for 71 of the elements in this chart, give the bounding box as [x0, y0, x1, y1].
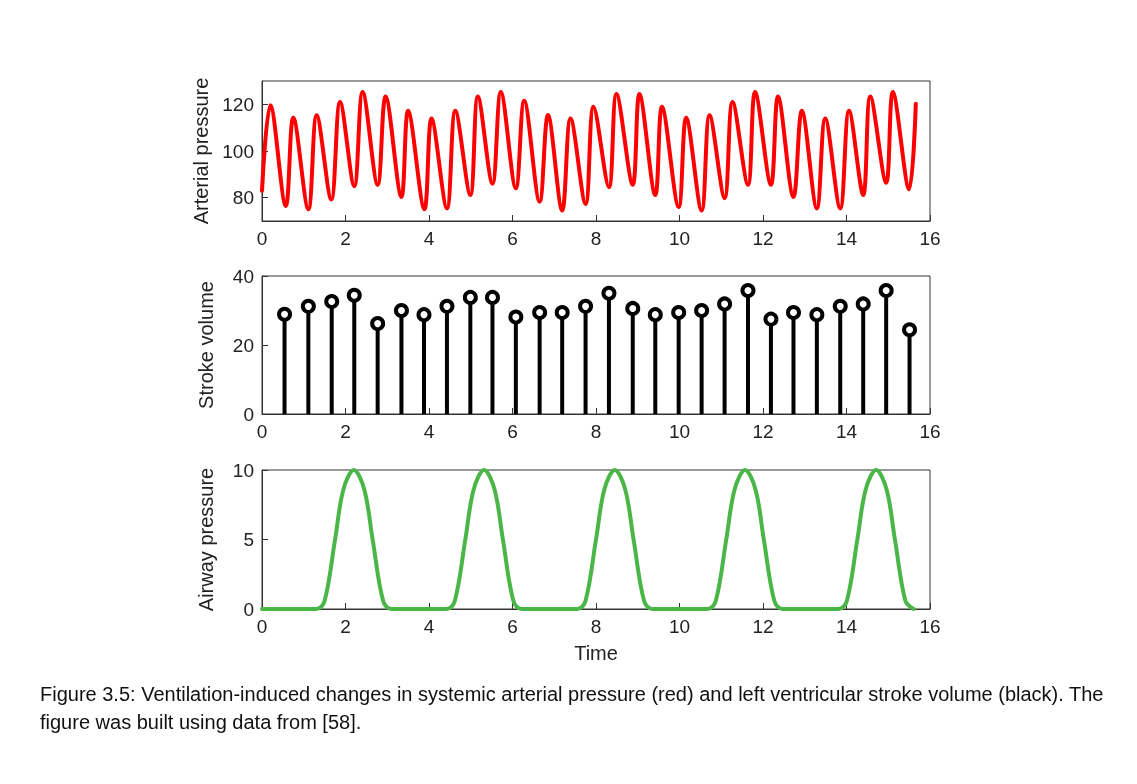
- x-tick-label: 8: [590, 616, 602, 637]
- point: [694, 303, 710, 318]
- x-axis-title: Time: [574, 642, 618, 664]
- point: [717, 296, 733, 312]
- point: [832, 298, 848, 314]
- x-tick-label: 2: [340, 421, 351, 442]
- y-tick-label: 0: [243, 403, 254, 425]
- point: [300, 298, 316, 314]
- line-series: [260, 89, 918, 213]
- point: [416, 307, 432, 323]
- y-tick-label: 20: [232, 334, 254, 356]
- x-tick-label: 8: [590, 421, 602, 442]
- x-tick-label: 12: [752, 421, 774, 442]
- x-tick-label: 14: [835, 616, 858, 637]
- x-tick-label: 14: [835, 228, 858, 249]
- point: [785, 305, 801, 321]
- point: [578, 298, 594, 314]
- x-tick-label: 2: [340, 616, 351, 637]
- point: [393, 303, 409, 318]
- point: [763, 311, 779, 327]
- x-tick-label: 10: [668, 228, 691, 249]
- x-tick-label: 12: [752, 616, 774, 637]
- x-tick-label: 6: [507, 421, 518, 442]
- x-tick-label: 6: [507, 228, 518, 249]
- y-tick-label: 100: [222, 140, 254, 162]
- y-axis-title: Arterial pressure: [190, 77, 213, 225]
- point: [878, 282, 894, 298]
- point: [855, 296, 871, 312]
- x-tick-label: 10: [668, 616, 691, 637]
- x-tick-label: 16: [919, 228, 941, 249]
- x-tick-label: 4: [423, 228, 435, 249]
- x-tick-label: 4: [423, 616, 435, 637]
- caption: Figure 3.5: Ventilation-induced changes in systemic arterial pressure (red) and left ventricular stroke volume (black). The figure was built using data from [58].: [40, 682, 1105, 735]
- point: [740, 282, 756, 298]
- x-tick-label: 14: [835, 421, 858, 442]
- point: [554, 305, 570, 321]
- point: [324, 294, 340, 310]
- x-tick-label: 4: [423, 421, 435, 442]
- point: [346, 287, 362, 303]
- x-tick-label: 0: [256, 421, 268, 442]
- point: [625, 300, 641, 316]
- point: [601, 285, 617, 301]
- x-tick-label: 0: [256, 616, 268, 637]
- y-tick-label: 10: [232, 459, 254, 481]
- x-tick-label: 10: [668, 421, 691, 442]
- point: [439, 298, 455, 314]
- point: [370, 316, 386, 332]
- point: [647, 307, 663, 323]
- y-axis-title: Airway pressure: [195, 467, 217, 612]
- point: [809, 307, 825, 323]
- x-tick-label: 8: [590, 228, 602, 249]
- y-tick-label: 120: [222, 93, 254, 115]
- y-tick-label: 0: [243, 598, 254, 620]
- point: [277, 306, 293, 322]
- point: [484, 289, 500, 305]
- point: [462, 289, 478, 305]
- y-tick-label: 80: [232, 187, 254, 209]
- x-tick-label: 12: [752, 228, 774, 249]
- x-tick-label: 16: [919, 421, 941, 442]
- point: [532, 305, 548, 321]
- x-tick-label: 6: [507, 616, 518, 637]
- point: [508, 309, 524, 325]
- point: [902, 322, 918, 338]
- line-series: [260, 468, 916, 611]
- x-tick-label: 16: [919, 616, 941, 637]
- y-tick-label: 5: [243, 529, 254, 550]
- y-tick-label: 40: [232, 265, 254, 287]
- x-tick-label: 0: [256, 228, 268, 249]
- point: [671, 305, 687, 321]
- x-tick-label: 2: [340, 228, 351, 249]
- y-axis-title: Stroke volume: [195, 281, 217, 409]
